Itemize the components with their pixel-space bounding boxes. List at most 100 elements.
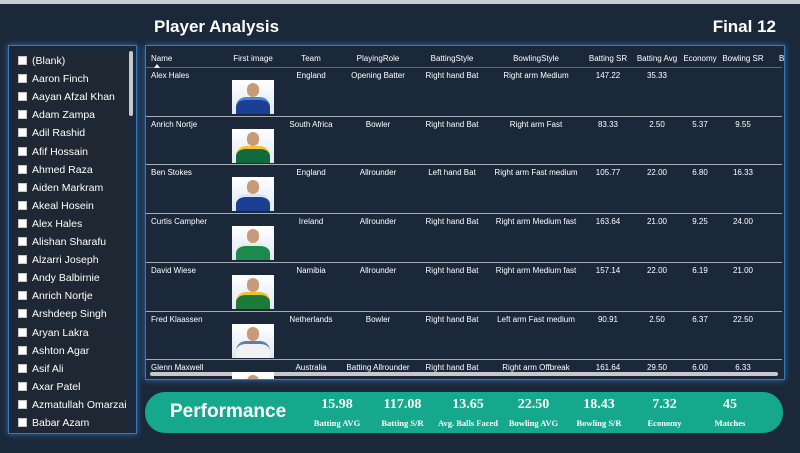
top-bar <box>0 0 800 4</box>
table-cell: South Africa <box>289 119 333 129</box>
column-header[interactable]: Batting SR <box>588 54 628 63</box>
column-header[interactable]: PlayingRole <box>356 54 400 63</box>
table-cell: Right hand Bat <box>425 314 479 324</box>
checkbox[interactable] <box>18 363 27 373</box>
slicer-label: Adam Zampa <box>32 109 96 122</box>
table-cell: 161.64 <box>595 363 621 373</box>
slicer-item[interactable]: Afif Hossain <box>15 143 127 160</box>
column-header[interactable]: BowlingStyle <box>513 54 559 63</box>
column-header[interactable]: Team <box>301 54 321 63</box>
checkbox[interactable] <box>18 255 27 265</box>
row-separator <box>146 310 782 312</box>
checkbox[interactable] <box>18 110 27 120</box>
slicer-label: Alishan Sharafu <box>32 236 107 248</box>
slicer-label: Aayan Afzal Khan <box>32 91 115 104</box>
checkbox[interactable] <box>18 74 27 84</box>
player-image <box>232 323 274 358</box>
slicer-item[interactable]: Adil Rashid <box>15 125 127 142</box>
image-head <box>247 131 259 146</box>
table-cell: Right arm Fast medium <box>494 168 578 178</box>
column-header[interactable]: BattingStyle <box>430 54 474 63</box>
slicer-item[interactable]: (Blank) <box>15 53 127 69</box>
slicer-item[interactable]: Aayan Afzal Khan <box>15 89 127 106</box>
column-header[interactable]: Batting Avg <box>636 54 678 63</box>
image-body <box>236 194 270 212</box>
player-table: Name First image Team PlayingRole BattingSty… <box>145 45 785 380</box>
column-header[interactable]: Name <box>151 54 173 63</box>
image-head <box>247 229 259 244</box>
column-header[interactable]: Bowling SR <box>722 54 764 63</box>
slicer-label: Akeal Hosein <box>32 199 94 212</box>
slicer-label: Alzarri Joseph <box>32 254 99 267</box>
scrollbar[interactable] <box>129 51 133 116</box>
slicer-item[interactable]: Adam Zampa <box>15 107 127 124</box>
slicer-item[interactable]: Aaron Finch <box>15 71 127 88</box>
checkbox[interactable] <box>18 327 27 337</box>
row-separator <box>146 164 782 166</box>
column-header[interactable]: Bo <box>779 54 785 63</box>
column-header[interactable]: Economy <box>683 54 717 63</box>
table-cell: Batting Allrounder <box>346 363 410 373</box>
table-cell: Right hand Bat <box>425 265 479 275</box>
checkbox[interactable] <box>18 237 27 246</box>
slicer-label: Aryan Lakra <box>32 326 89 339</box>
slicer-item[interactable]: Babar Azam <box>15 415 127 431</box>
table-cell: Right arm Fast <box>509 119 563 129</box>
slicer-label: Anrich Nortje <box>32 290 93 303</box>
checkbox[interactable] <box>18 345 27 355</box>
row-separator <box>146 213 782 215</box>
checkbox[interactable] <box>18 200 27 210</box>
table-cell: 83.33 <box>597 119 619 129</box>
slicer-item[interactable]: Anrich Nortje <box>15 288 127 305</box>
slicer-item[interactable]: Aiden Markram <box>15 179 127 196</box>
table-cell: Right arm Medium fast <box>495 265 577 275</box>
slicer-item[interactable]: Ahmed Raza <box>15 161 127 178</box>
player-image <box>232 274 274 309</box>
slicer-item[interactable]: Axar Patel <box>15 378 127 395</box>
slicer-item[interactable]: Asif Ali <box>15 360 127 377</box>
slicer-item[interactable]: Arshdeep Singh <box>15 306 127 323</box>
checkbox[interactable] <box>18 418 27 427</box>
checkbox[interactable] <box>18 291 27 301</box>
table-cell: 22.00 <box>646 265 668 275</box>
image-body <box>236 97 270 114</box>
table-cell: Allrounder <box>359 168 397 178</box>
slicer-item[interactable]: Alishan Sharafu <box>15 234 127 250</box>
slicer-item[interactable]: Alex Hales <box>15 215 127 232</box>
checkbox[interactable] <box>18 56 27 65</box>
slicer-item[interactable]: Azmatullah Omarzai <box>15 396 127 413</box>
table-cell: Left hand Bat <box>428 168 476 178</box>
slicer-item[interactable]: Andy Balbirnie <box>15 270 127 287</box>
checkbox[interactable] <box>18 92 27 102</box>
slicer-label: Aaron Finch <box>32 73 89 86</box>
checkbox[interactable] <box>18 273 27 283</box>
checkbox[interactable] <box>18 309 27 319</box>
table-cell: Anrich Nortje <box>151 119 198 129</box>
slicer-label: Asif Ali <box>32 362 64 375</box>
scrollbar[interactable] <box>150 372 778 376</box>
checkbox[interactable] <box>18 182 27 192</box>
checkbox[interactable] <box>18 381 27 391</box>
row-separator <box>146 261 782 263</box>
table-cell: 6.80 <box>692 168 708 178</box>
table-cell: Allrounder <box>359 217 397 227</box>
column-header[interactable]: First image <box>233 54 273 63</box>
slicer-item[interactable]: Ashton Agar <box>15 342 127 359</box>
slicer-label: Adil Rashid <box>32 127 86 140</box>
slicer-label: Ashton Agar <box>32 344 90 357</box>
checkbox[interactable] <box>18 146 27 156</box>
checkbox[interactable] <box>18 399 27 409</box>
slicer-item[interactable]: Akeal Hosein <box>15 197 127 214</box>
checkbox[interactable] <box>18 218 27 228</box>
slicer-item[interactable]: Aryan Lakra <box>15 324 127 341</box>
table-cell: 9.25 <box>692 217 708 227</box>
row-separator <box>146 115 782 117</box>
image-body <box>236 340 270 358</box>
kpi-value: 22.50 <box>517 397 550 412</box>
checkbox[interactable] <box>18 164 27 174</box>
kpi-bar: Performance 15.98 Batting AVG 117.08 Battin… <box>145 392 783 433</box>
slicer-item[interactable]: Alzarri Joseph <box>15 252 127 269</box>
sort-arrow[interactable] <box>154 64 160 68</box>
kpi-label: Avg. Balls Faced <box>437 418 499 428</box>
checkbox[interactable] <box>18 128 27 138</box>
